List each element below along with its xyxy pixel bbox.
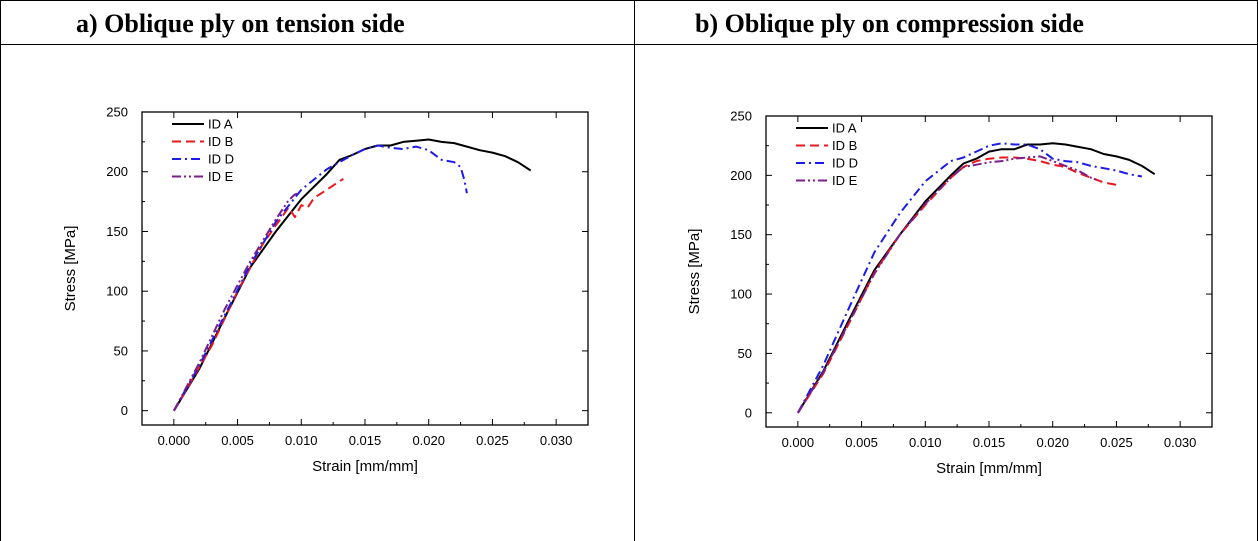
panel-divider — [634, 0, 635, 541]
y-tick-label-b: 0 — [745, 405, 752, 420]
panel-a-heading: a) Oblique ply on tension side — [76, 9, 405, 38]
x-tick-label-b: 0.010 — [909, 435, 942, 450]
x-axis-label-b: Strain [mm/mm] — [936, 460, 1042, 477]
y-tick-label-a: 200 — [106, 164, 128, 179]
x-tick-label-a: 0.010 — [285, 433, 318, 448]
y-tick-label-b: 200 — [730, 168, 752, 183]
series-line-id-a-a — [173, 138, 532, 412]
x-tick-label-a: 0.000 — [158, 433, 191, 448]
legend-label-b: ID B — [832, 138, 857, 153]
legend-label-b: ID E — [832, 173, 858, 188]
y-tick-label-a: 100 — [106, 284, 128, 299]
legend-label-b: ID A — [832, 121, 857, 136]
x-tick-label-b: 0.030 — [1164, 435, 1197, 450]
series-line-id-e-a — [173, 192, 300, 412]
x-tick-label-a: 0.020 — [412, 433, 445, 448]
x-tick-label-b: 0.000 — [782, 435, 815, 450]
series-line-id-d-a — [173, 144, 468, 412]
x-tick-label-b: 0.025 — [1100, 435, 1133, 450]
y-tick-label-a: 150 — [106, 224, 128, 239]
y-tick-label-a: 50 — [114, 343, 128, 358]
panel-b-heading: b) Oblique ply on compression side — [695, 9, 1084, 38]
series-line-id-e-b — [797, 155, 1098, 414]
y-tick-label-a: 0 — [121, 403, 128, 418]
legend-label-a: ID D — [208, 152, 234, 167]
x-tick-label-a: 0.005 — [221, 433, 254, 448]
x-tick-label-a: 0.030 — [540, 433, 573, 448]
x-tick-label-b: 0.015 — [973, 435, 1006, 450]
series-line-id-b-a — [173, 178, 344, 412]
y-tick-label-a: 250 — [106, 105, 128, 120]
series-line-id-b-b — [797, 156, 1117, 414]
header-divider — [0, 44, 1258, 45]
x-axis-label-a: Strain [mm/mm] — [312, 458, 418, 475]
y-tick-label-b: 50 — [738, 346, 752, 361]
legend-label-b: ID D — [832, 156, 858, 171]
x-tick-label-b: 0.020 — [1036, 435, 1069, 450]
x-tick-label-b: 0.005 — [845, 435, 878, 450]
y-axis-label-b: Stress [MPa] — [686, 229, 703, 315]
legend-label-a: ID B — [208, 134, 233, 149]
y-tick-label-b: 250 — [730, 109, 752, 124]
y-axis-label-a: Stress [MPa] — [62, 226, 79, 312]
legend-label-a: ID A — [208, 117, 233, 132]
legend-label-a: ID E — [208, 169, 234, 184]
y-tick-label-b: 100 — [730, 287, 752, 302]
x-tick-label-a: 0.015 — [349, 433, 382, 448]
y-tick-label-b: 150 — [730, 227, 752, 242]
x-tick-label-a: 0.025 — [476, 433, 509, 448]
